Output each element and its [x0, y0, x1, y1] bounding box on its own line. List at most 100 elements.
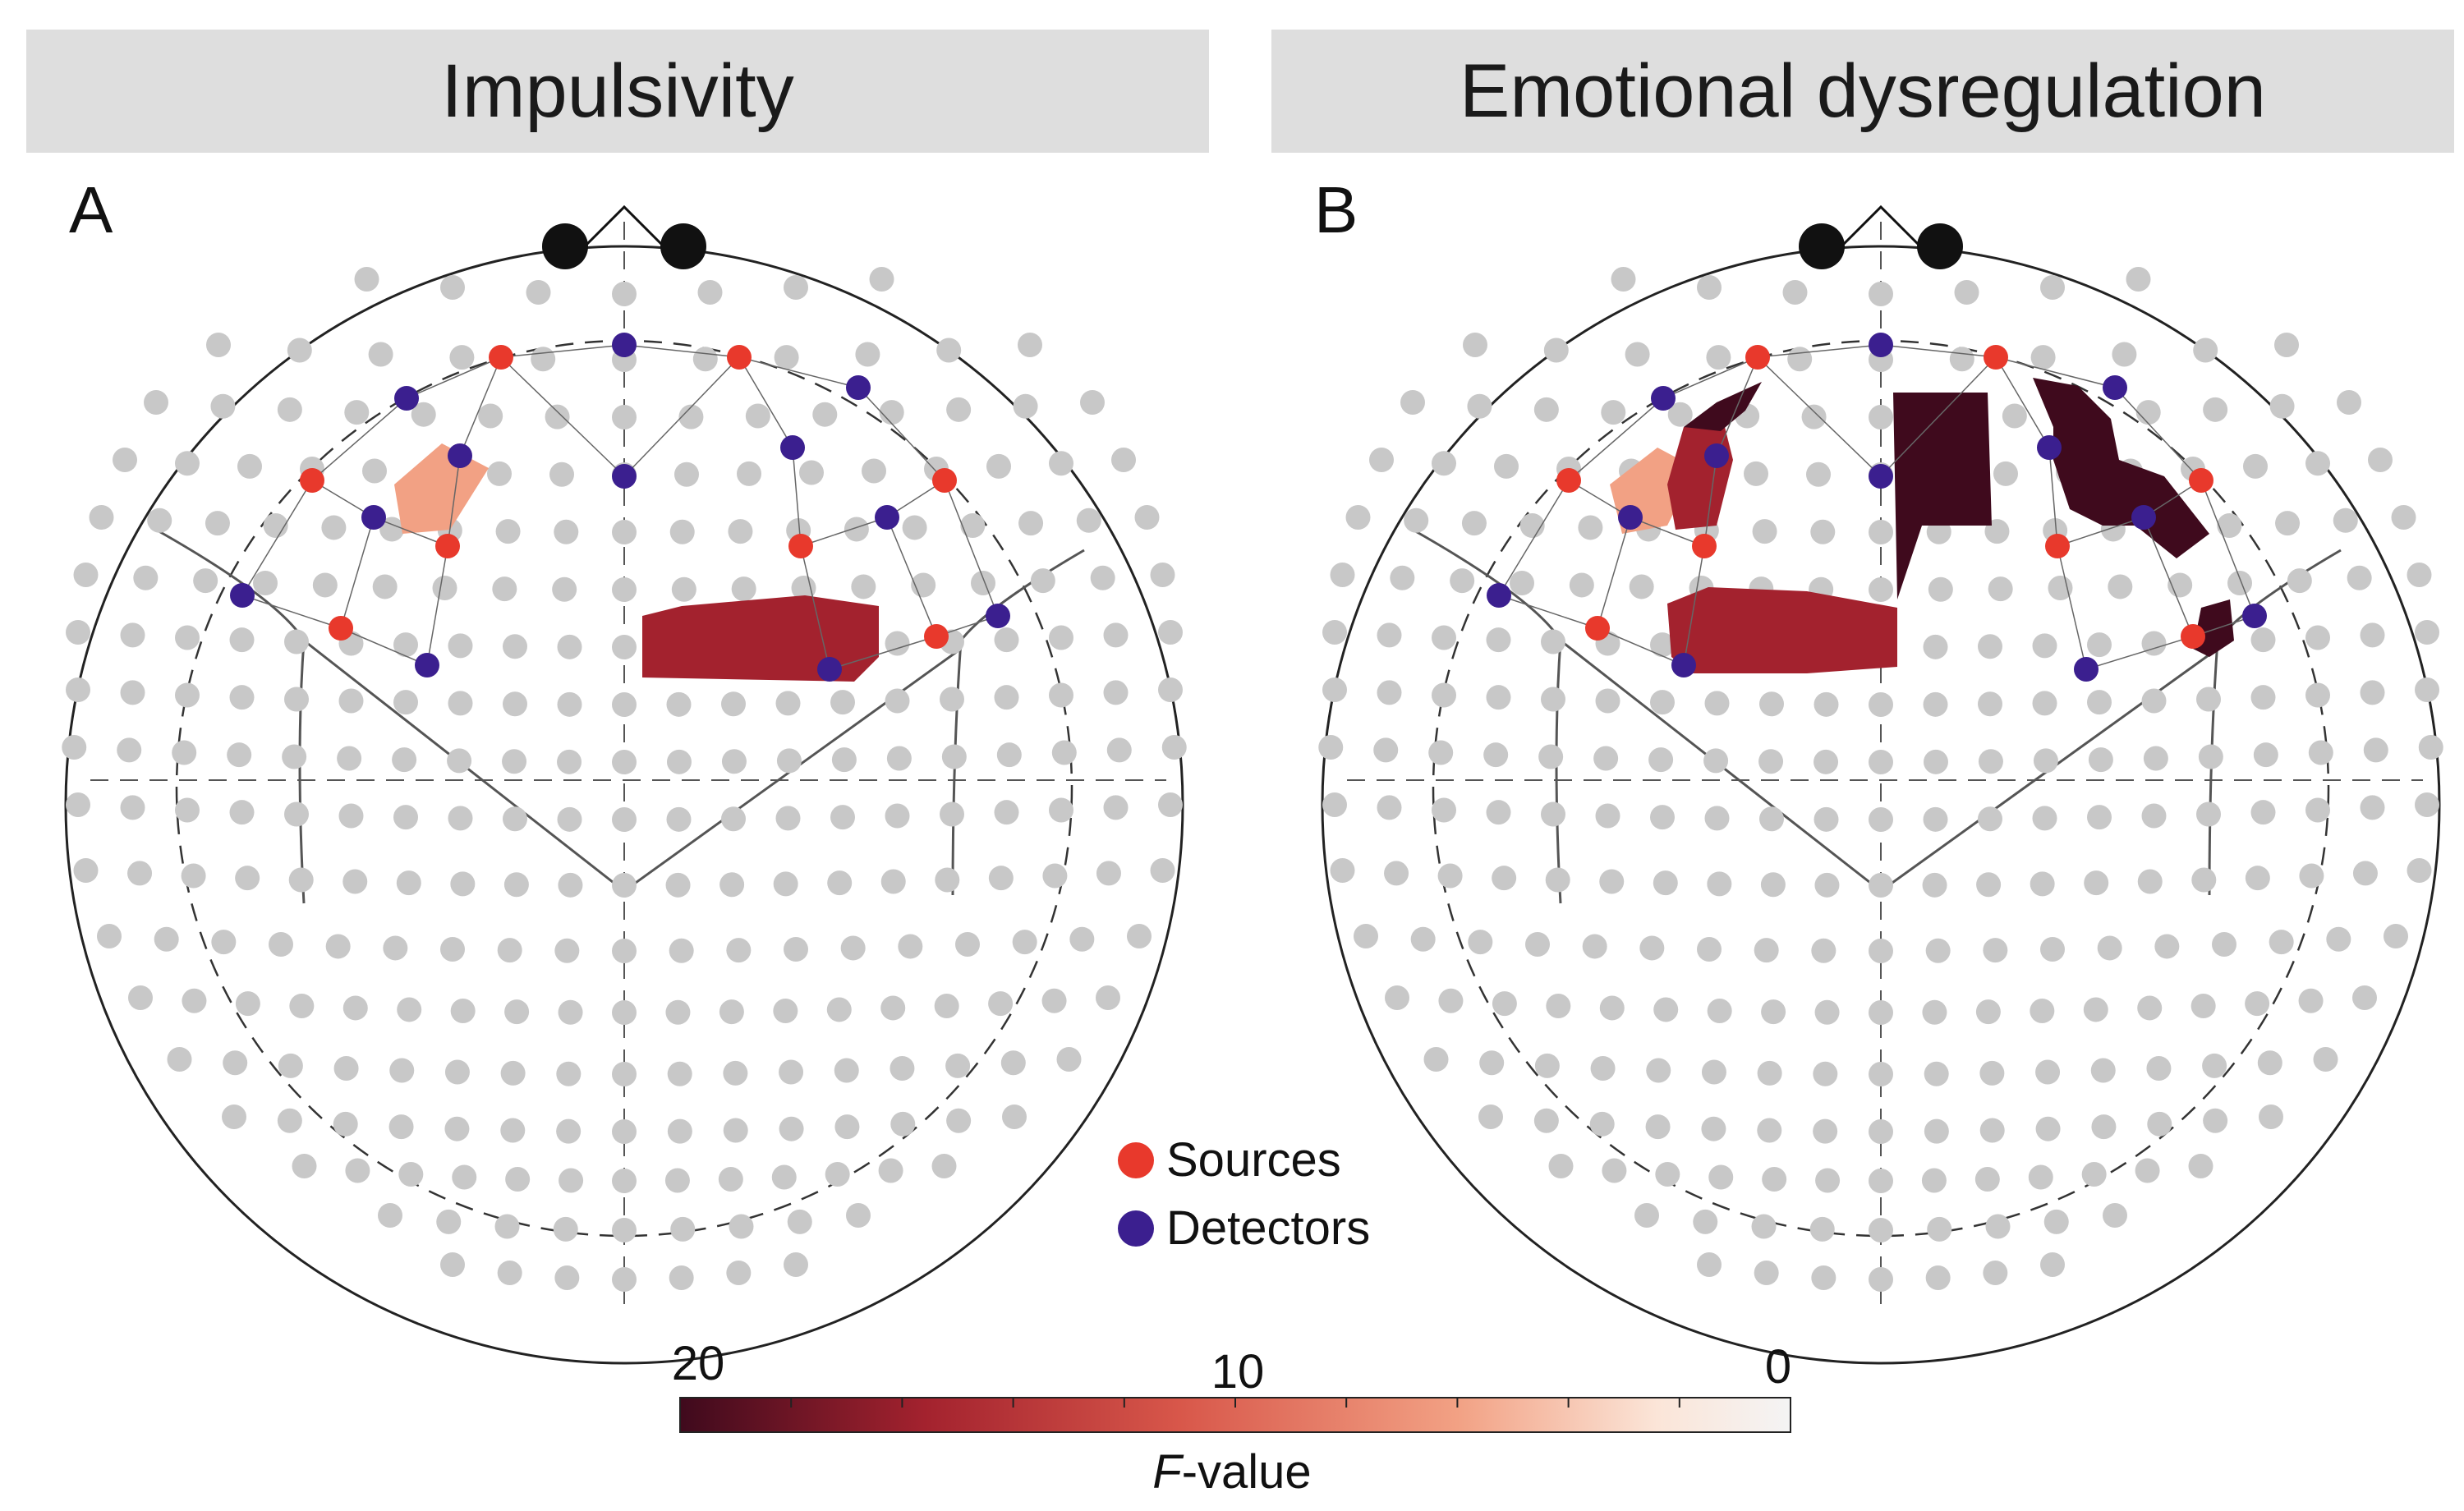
channel-dot [612, 405, 637, 429]
channel-dot [2415, 620, 2439, 645]
channel-dot [362, 458, 387, 484]
channel-dot [2030, 999, 2055, 1023]
channel-link [1597, 517, 1631, 629]
detector-optode [1671, 653, 1696, 677]
channel-dot [1954, 280, 1979, 305]
channel-dot [1650, 632, 1675, 658]
channel-dot [1158, 677, 1183, 702]
detector-optode [612, 464, 637, 489]
channel-dot [2198, 744, 2223, 769]
channel-dot [669, 1265, 694, 1290]
channel-dot [2333, 507, 2358, 533]
channel-dot [325, 934, 351, 959]
channel-dot [504, 999, 530, 1025]
channel-dot [667, 1061, 692, 1086]
channel-dot [1049, 625, 1073, 650]
channel-dot [235, 866, 260, 891]
channel-dot [1634, 1203, 1659, 1228]
source-optode [1745, 345, 1770, 370]
channel-dot [1096, 985, 1120, 1010]
panel-a-head [62, 204, 1187, 1365]
channel-dot [2143, 746, 2168, 771]
channel-dot [934, 994, 959, 1018]
channel-dot [97, 924, 122, 948]
channel-dot [779, 1116, 804, 1141]
channel-link [340, 517, 375, 629]
channel-dot [392, 747, 417, 773]
channel-dot [776, 748, 802, 774]
channel-dot [2030, 345, 2056, 370]
channel-dot [1002, 1105, 1027, 1129]
legend-detectors-label: Detectors [1166, 1201, 1370, 1255]
channel-dot [988, 991, 1014, 1017]
channel-dot [1815, 1168, 1841, 1193]
channel-dot [890, 1055, 915, 1081]
channel-link [1716, 356, 1758, 457]
channel-dot [2313, 1047, 2338, 1072]
channel-dot [1103, 795, 1129, 820]
channel-dot [1813, 1061, 1838, 1086]
channel-dot [229, 685, 255, 710]
channel-dot [282, 744, 307, 769]
channel-dot [1611, 267, 1636, 292]
channel-dot [1461, 511, 1487, 536]
channel-dot [1869, 873, 1893, 898]
channel-dot [133, 565, 159, 590]
channel-dot [1599, 869, 1625, 894]
channel-dot [2299, 863, 2324, 889]
channel-dot [885, 631, 910, 656]
channel-dot [1653, 997, 1679, 1022]
channel-dot [1134, 505, 1160, 530]
channel-dot [397, 997, 422, 1022]
channel-dot [1330, 858, 1355, 883]
channel-dot [886, 746, 912, 771]
channel-dot [449, 345, 475, 370]
channel-dot [450, 871, 476, 897]
channel-dot [2245, 991, 2270, 1017]
channel-dot [1049, 797, 1073, 823]
channel-dot [2384, 924, 2408, 948]
channel-dot [721, 749, 747, 774]
channel-dot [2084, 870, 2109, 896]
channel-dot [775, 806, 801, 831]
channel-dot [784, 275, 808, 300]
channel-dot [1754, 1261, 1779, 1285]
channel-link [340, 627, 428, 666]
channel-dot [1322, 677, 1347, 702]
channel-link [2085, 636, 2194, 670]
channel-dot [1869, 1062, 1893, 1086]
channel-link [1568, 397, 1664, 481]
colorbar-label-rest: -value [1182, 1445, 1312, 1499]
channel-dot [337, 746, 362, 771]
channel-dot [1013, 393, 1038, 419]
channel-link [944, 480, 999, 617]
channel-link [623, 356, 740, 477]
channel-dot [1602, 1158, 1627, 1183]
channel-dot [1492, 866, 1517, 891]
channel-dot [869, 267, 894, 292]
channel-dot [612, 873, 637, 898]
channel-dot [1806, 462, 1831, 487]
channel-link [1995, 356, 2116, 388]
channel-dot [1869, 1218, 1893, 1242]
channel-dot [612, 1169, 637, 1193]
channel-dot [172, 740, 197, 765]
channel-dot [393, 632, 418, 658]
channel-dot [1655, 1162, 1680, 1187]
channel-dot [1158, 792, 1183, 817]
channel-dot [1423, 1047, 1449, 1072]
channel-dot [1428, 740, 1454, 765]
channel-dot [2352, 861, 2378, 886]
channel-dot [1707, 871, 1732, 897]
channel-link [623, 344, 740, 358]
channel-dot [2040, 937, 2065, 962]
channel-dot [222, 1105, 246, 1129]
channel-dot [721, 691, 746, 717]
channel-dot [787, 1209, 812, 1234]
channel-dot [393, 690, 418, 715]
channel-dot [1578, 515, 1603, 540]
channel-link [2114, 387, 2202, 481]
channel-dot [831, 747, 857, 773]
colorbar-axis-label: F-value [1152, 1445, 1311, 1499]
